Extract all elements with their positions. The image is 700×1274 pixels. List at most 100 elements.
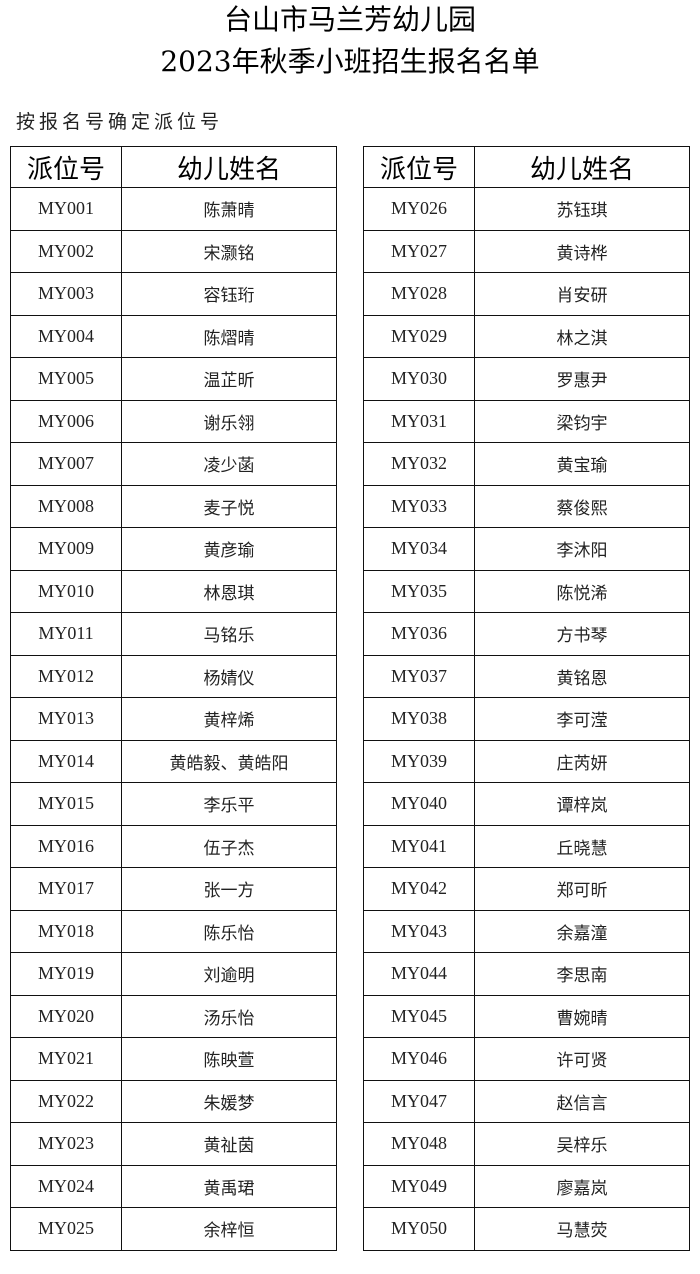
cell-code: MY050 (363, 1207, 475, 1251)
table-row: MY015 李乐平 (10, 782, 337, 826)
cell-name: 余嘉潼 (474, 909, 690, 953)
table-row: MY010 林恩琪 (10, 569, 337, 613)
table-row: MY041 丘晓慧 (363, 824, 690, 868)
left-table: 派位号 幼儿姓名 MY001 陈萧晴 MY002 宋灏铭 MY003 容钰珩 MY004 陈熠… (10, 146, 337, 1251)
cell-code: MY017 (10, 867, 122, 911)
cell-name: 李沐阳 (474, 527, 690, 571)
cell-name: 陈映萱 (121, 1037, 337, 1081)
cell-name: 许可贤 (474, 1037, 690, 1081)
cell-code: MY004 (10, 314, 122, 358)
table-row: MY034 李沐阳 (363, 527, 690, 571)
cell-code: MY032 (363, 442, 475, 486)
cell-name: 余梓恒 (121, 1207, 337, 1251)
cell-code: MY043 (363, 909, 475, 953)
table-row: MY020 汤乐怡 (10, 994, 337, 1038)
cell-name: 谢乐翎 (121, 399, 337, 443)
cell-name: 陈萧晴 (121, 187, 337, 231)
cell-code: MY018 (10, 909, 122, 953)
table-row: MY004 陈熠晴 (10, 314, 337, 358)
table-row: MY019 刘逾明 (10, 952, 337, 996)
cell-name: 黄彦瑜 (121, 527, 337, 571)
cell-code: MY029 (363, 314, 475, 358)
cell-name: 林之淇 (474, 314, 690, 358)
cell-name: 黄皓毅、黄皓阳 (121, 739, 337, 783)
cell-name: 黄宝瑜 (474, 442, 690, 486)
table-row: MY023 黄祉茵 (10, 1122, 337, 1166)
cell-code: MY038 (363, 697, 475, 741)
table-row: MY018 陈乐怡 (10, 909, 337, 953)
cell-code: MY012 (10, 654, 122, 698)
cell-name: 温芷昕 (121, 357, 337, 401)
cell-code: MY046 (363, 1037, 475, 1081)
cell-code: MY030 (363, 357, 475, 401)
table-row: MY028 肖安研 (363, 272, 690, 316)
table-row: MY001 陈萧晴 (10, 187, 337, 231)
cell-code: MY014 (10, 739, 122, 783)
cell-name: 廖嘉岚 (474, 1164, 690, 1208)
table-row: MY049 廖嘉岚 (363, 1164, 690, 1208)
cell-code: MY031 (363, 399, 475, 443)
table-row: MY047 赵信言 (363, 1079, 690, 1123)
header-name: 幼儿姓名 (121, 146, 337, 188)
table-row: MY044 李思南 (363, 952, 690, 996)
table-row: MY003 容钰珩 (10, 272, 337, 316)
cell-code: MY034 (363, 527, 475, 571)
table-row: MY027 黄诗桦 (363, 229, 690, 273)
cell-name: 李乐平 (121, 782, 337, 826)
cell-name: 凌少菡 (121, 442, 337, 486)
cell-code: MY005 (10, 357, 122, 401)
table-row: MY035 陈悦浠 (363, 569, 690, 613)
table-row: MY013 黄梓烯 (10, 697, 337, 741)
table-row: MY040 谭梓岚 (363, 782, 690, 826)
cell-name: 李思南 (474, 952, 690, 996)
cell-code: MY039 (363, 739, 475, 783)
cell-code: MY010 (10, 569, 122, 613)
cell-name: 汤乐怡 (121, 994, 337, 1038)
cell-code: MY047 (363, 1079, 475, 1123)
cell-code: MY037 (363, 654, 475, 698)
table-row: MY038 李可滢 (363, 697, 690, 741)
table-row: MY048 吴梓乐 (363, 1122, 690, 1166)
table-header-row: 派位号 幼儿姓名 (363, 146, 690, 188)
cell-name: 吴梓乐 (474, 1122, 690, 1166)
table-row: MY042 郑可昕 (363, 867, 690, 911)
cell-code: MY020 (10, 994, 122, 1038)
cell-code: MY006 (10, 399, 122, 443)
cell-name: 宋灏铭 (121, 229, 337, 273)
table-row: MY008 麦子悦 (10, 484, 337, 528)
cell-code: MY002 (10, 229, 122, 273)
cell-code: MY023 (10, 1122, 122, 1166)
cell-name: 蔡俊熙 (474, 484, 690, 528)
cell-name: 黄禹珺 (121, 1164, 337, 1208)
table-row: MY030 罗惠尹 (363, 357, 690, 401)
cell-name: 庄芮妍 (474, 739, 690, 783)
cell-code: MY009 (10, 527, 122, 571)
table-row: MY017 张一方 (10, 867, 337, 911)
cell-code: MY022 (10, 1079, 122, 1123)
header-code: 派位号 (363, 146, 475, 188)
table-row: MY026 苏钰琪 (363, 187, 690, 231)
table-row: MY002 宋灏铭 (10, 229, 337, 273)
cell-code: MY013 (10, 697, 122, 741)
table-row: MY006 谢乐翎 (10, 399, 337, 443)
table-row: MY024 黄禹珺 (10, 1164, 337, 1208)
table-row: MY005 温芷昕 (10, 357, 337, 401)
cell-name: 罗惠尹 (474, 357, 690, 401)
table-row: MY025 余梓恒 (10, 1207, 337, 1251)
table-row: MY012 杨婧仪 (10, 654, 337, 698)
table-row: MY036 方书琴 (363, 612, 690, 656)
table-row: MY032 黄宝瑜 (363, 442, 690, 486)
table-row: MY029 林之淇 (363, 314, 690, 358)
table-row: MY016 伍子杰 (10, 824, 337, 868)
cell-name: 梁钧宇 (474, 399, 690, 443)
cell-code: MY015 (10, 782, 122, 826)
cell-name: 黄梓烯 (121, 697, 337, 741)
cell-name: 陈悦浠 (474, 569, 690, 613)
table-row: MY009 黄彦瑜 (10, 527, 337, 571)
cell-code: MY049 (363, 1164, 475, 1208)
cell-name: 伍子杰 (121, 824, 337, 868)
table-row: MY022 朱媛梦 (10, 1079, 337, 1123)
cell-name: 杨婧仪 (121, 654, 337, 698)
cell-name: 麦子悦 (121, 484, 337, 528)
note-text: 按报名号确定派位号 (16, 111, 224, 133)
